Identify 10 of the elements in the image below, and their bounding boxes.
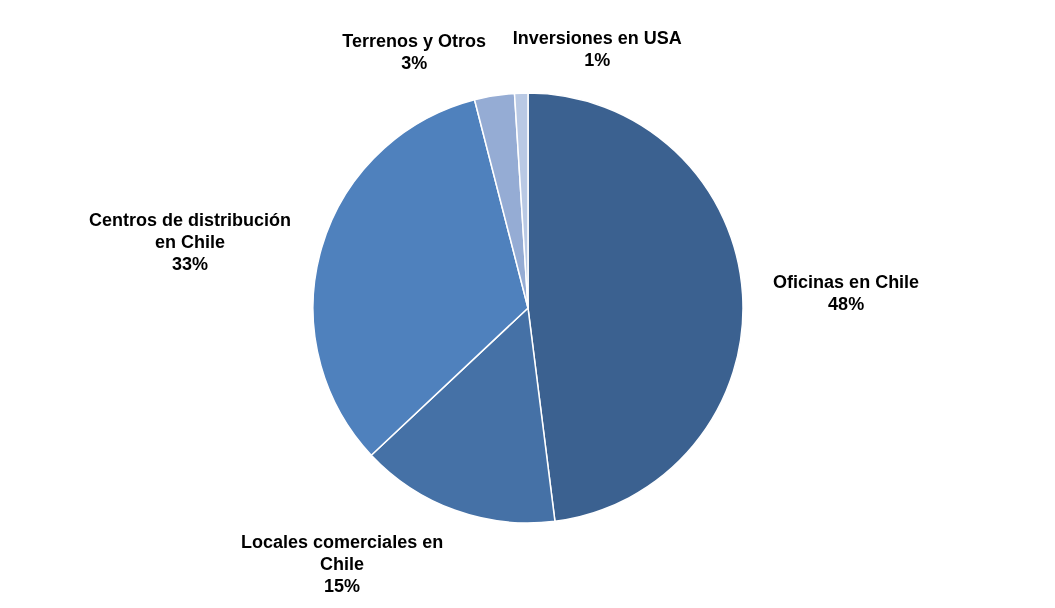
slice-label: Oficinas en Chile [773, 272, 920, 293]
data-label: 48% [828, 294, 865, 315]
data-label: 1% [584, 50, 611, 71]
data-label: 33% [171, 253, 209, 274]
slice-label: Inversiones en USA [512, 28, 682, 49]
data-label: 3% [401, 52, 428, 73]
slice-label: Centros de distribución en Chile [88, 209, 292, 252]
slice-label: Locales comerciales en Chile [241, 531, 444, 574]
data-label: 15% [324, 575, 361, 596]
slice-label: Terrenos y Otros [342, 30, 486, 51]
